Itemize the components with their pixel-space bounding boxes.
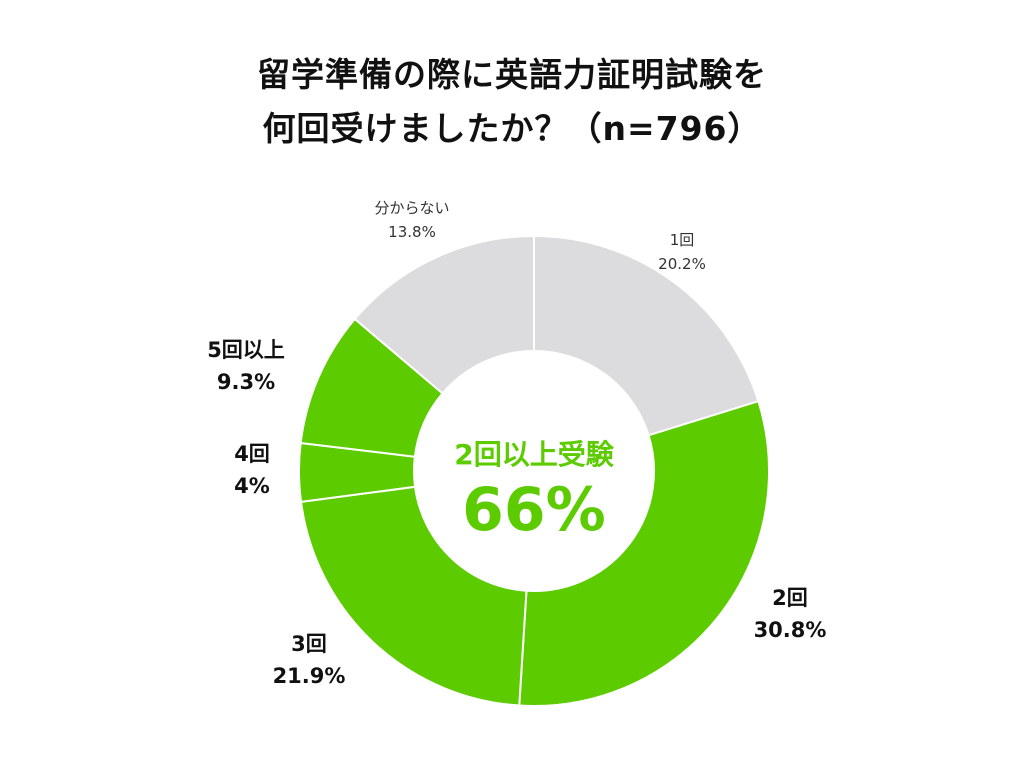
donut-slices <box>298 234 770 707</box>
slice-label-4: 4回 4% <box>234 438 270 502</box>
slice-value-label: 21.9% <box>272 664 346 688</box>
slice-category-label: 3回 <box>291 632 327 656</box>
center-label: 2回以上受験 <box>454 438 614 471</box>
slice-label-6: 分からない 13.8% <box>374 196 449 244</box>
slice-value-label: 20.2% <box>658 255 706 273</box>
donut-center: 2回以上受験 66% <box>454 435 613 545</box>
donut-slice-6 <box>353 234 535 395</box>
slice-category-label: 1回 <box>669 231 695 249</box>
chart-title-line-2: 何回受けましたか？（n=796） <box>262 109 762 148</box>
slice-label-2: 2回 30.8% <box>754 582 827 646</box>
chart-title-line-1: 留学準備の際に英語力証明試験を <box>257 55 767 94</box>
slice-value-label: 9.3% <box>216 370 276 394</box>
slice-label-3: 3回 21.9% <box>273 628 346 692</box>
donut-slice-1 <box>533 234 760 437</box>
slice-category-label: 分からない <box>374 199 450 217</box>
slice-category-label: 2回 <box>772 586 808 610</box>
slice-label-1: 1回 20.2% <box>658 228 706 276</box>
slice-value-label: 13.8% <box>388 223 436 241</box>
slice-category-label: 5回以上 <box>207 338 285 362</box>
slice-label-5: 5回以上 9.3% <box>207 334 285 398</box>
slice-value-label: 30.8% <box>753 618 827 642</box>
slice-value-label: 4% <box>234 474 270 498</box>
center-value: 66% <box>462 475 606 545</box>
donut-slice-3 <box>299 485 528 707</box>
slice-category-label: 4回 <box>234 442 270 466</box>
donut-slice-2 <box>518 399 770 707</box>
chart-title: 留学準備の際に英語力証明試験を 何回受けましたか？（n=796） <box>0 48 1024 156</box>
